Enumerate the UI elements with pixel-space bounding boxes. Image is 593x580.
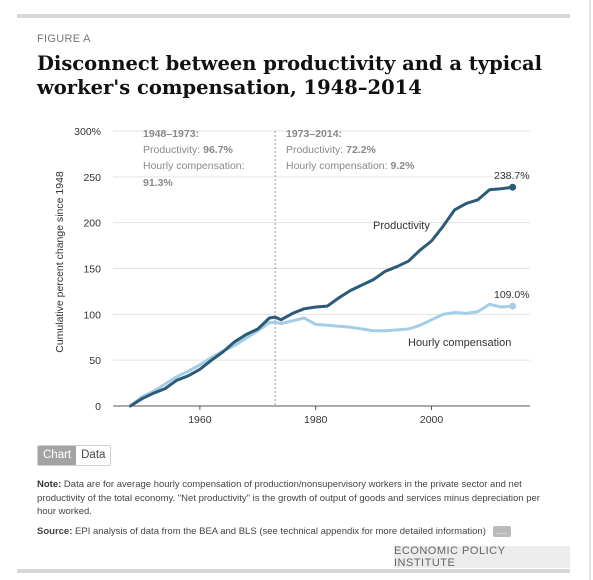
chart: 0 50 100 150 200 250 300% 1960 1980 2000 Cumulati…	[54, 126, 530, 426]
axes: 0 50 100 150 200 250 300% 1960 1980 2000	[74, 126, 530, 426]
x-tick-label: 1980	[304, 414, 328, 426]
annotation-1973-2014: 1973–2014: Productivity: 72.2% Hourly co…	[286, 128, 415, 172]
annotation-right-period: 1973–2014:	[286, 128, 342, 140]
annotation-left-period: 1948–1973:	[143, 128, 199, 140]
chart-data-toggle: Chart Data	[37, 445, 112, 466]
y-tick-label: 250	[83, 172, 101, 184]
figure-label: FIGURE A	[37, 33, 91, 45]
annotation-left-comp-label: Hourly compensation:	[143, 160, 245, 172]
series-line-compensation	[128, 302, 515, 408]
y-axis-label: Cumulative percent change since 1948	[54, 171, 66, 353]
top-rule	[17, 14, 570, 18]
chart-tab[interactable]: Chart	[38, 446, 77, 465]
series-line-productivity	[128, 185, 515, 408]
series-label-compensation: Hourly compensation	[408, 337, 511, 349]
annotation-right-compensation: Hourly compensation: 9.2%	[286, 160, 415, 172]
end-point-compensation	[509, 302, 517, 310]
y-tick-label: 300%	[74, 126, 101, 138]
annotation-1948-1973: 1948–1973: Productivity: 96.7% Hourly co…	[143, 128, 245, 189]
annotation-right-productivity: Productivity: 72.2%	[286, 144, 377, 156]
y-gridlines	[113, 130, 530, 361]
note-text: Data are for average hourly compensation…	[37, 479, 540, 517]
x-tick-label: 2000	[420, 414, 444, 426]
more-info-button[interactable]: ....	[492, 525, 511, 537]
chart-title: Disconnect between productivity and a ty…	[37, 52, 543, 99]
brand-badge: ECONOMIC POLICY INSTITUTE	[394, 545, 570, 569]
note-label: Note:	[37, 479, 62, 490]
y-tick-label: 200	[83, 218, 101, 230]
data-tab[interactable]: Data	[76, 446, 111, 465]
y-tick-label: 150	[83, 264, 101, 276]
y-tick-label: 100	[83, 309, 101, 321]
end-label-compensation: 109.0%	[494, 289, 530, 301]
right-rule	[589, 0, 591, 580]
series	[128, 183, 517, 408]
source-label: Source:	[37, 526, 73, 537]
bottom-rule	[17, 569, 570, 573]
x-tick-label: 1960	[188, 414, 212, 426]
y-tick-label: 0	[95, 401, 101, 413]
y-tick-label: 50	[89, 355, 101, 367]
annotation-left-productivity: Productivity: 96.7%	[143, 144, 234, 156]
source-text: EPI analysis of data from the BEA and BL…	[75, 526, 486, 537]
source: Source: EPI analysis of data from the BE…	[37, 525, 577, 538]
series-label-productivity: Productivity	[373, 220, 430, 232]
end-point-productivity	[509, 183, 517, 191]
annotation-left-comp-value: 91.3%	[143, 177, 173, 189]
end-label-productivity: 238.7%	[494, 170, 530, 182]
note: Note: Data are for average hourly compen…	[37, 478, 557, 519]
